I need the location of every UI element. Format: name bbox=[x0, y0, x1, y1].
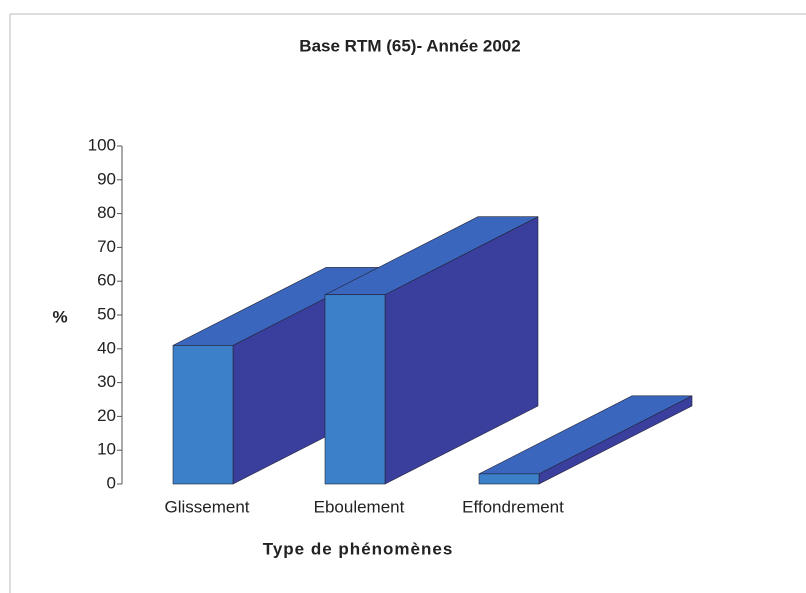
y-tick-label: 50 bbox=[97, 304, 116, 323]
y-tick-label: 30 bbox=[97, 372, 116, 391]
chart-title: Base RTM (65)- Année 2002 bbox=[299, 36, 520, 55]
bar bbox=[172, 345, 234, 485]
y-tick-label: 20 bbox=[97, 406, 116, 425]
y-tick-label: 100 bbox=[88, 135, 116, 154]
y-tick-label: 40 bbox=[97, 338, 116, 357]
x-tick-label: Glissement bbox=[164, 497, 249, 516]
bar bbox=[478, 473, 540, 485]
x-tick-label: Eboulement bbox=[314, 497, 405, 516]
y-axis-title: % bbox=[52, 307, 67, 326]
x-tick-label: Effondrement bbox=[462, 497, 564, 516]
y-tick-label: 80 bbox=[97, 203, 116, 222]
y-tick-label: 10 bbox=[97, 440, 116, 459]
y-tick-label: 90 bbox=[97, 169, 116, 188]
bar bbox=[324, 294, 386, 485]
x-axis-title: Type de phénomènes bbox=[263, 539, 454, 558]
y-tick-label: 0 bbox=[107, 473, 116, 492]
y-tick-label: 60 bbox=[97, 271, 116, 290]
y-tick-label: 70 bbox=[97, 237, 116, 256]
